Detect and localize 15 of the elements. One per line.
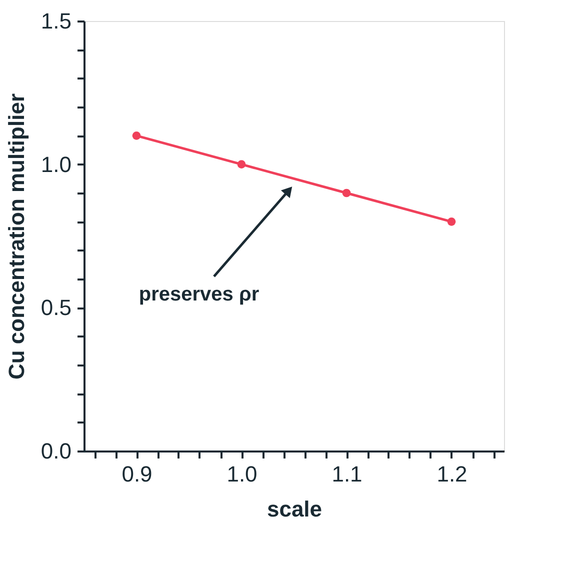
y-tick-label: 1.5 bbox=[40, 8, 72, 34]
x-tick-label: 1.2 bbox=[436, 462, 468, 486]
y-tick-label: 1.0 bbox=[40, 152, 72, 177]
x-axis-title: scale bbox=[266, 496, 322, 522]
point bbox=[132, 131, 141, 140]
y-tick-label: 0.0 bbox=[40, 438, 72, 464]
y-axis-title: Cu concentration multiplier bbox=[4, 93, 29, 380]
x-tick-label: 1.1 bbox=[332, 462, 362, 486]
annotation: preserves ρr bbox=[138, 283, 260, 306]
point bbox=[447, 217, 456, 226]
point bbox=[342, 188, 351, 198]
x-tick-label: 0.9 bbox=[122, 462, 152, 486]
y-tick-label: 0.5 bbox=[40, 295, 72, 320]
x-tick-label: 1.0 bbox=[226, 462, 258, 486]
point bbox=[237, 160, 246, 169]
